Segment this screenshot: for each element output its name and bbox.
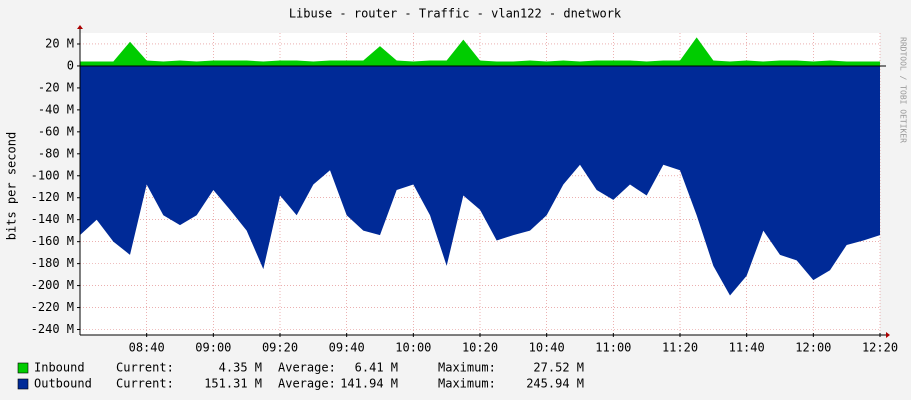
y-tick-label: -160 M (31, 234, 74, 248)
stat-label: Maximum: (438, 361, 496, 375)
y-tick-label: -140 M (31, 212, 74, 226)
x-tick-label: 10:40 (529, 341, 565, 355)
x-tick-label: 11:00 (595, 341, 631, 355)
legend-swatch (17, 362, 29, 374)
y-tick-label: -20 M (38, 80, 74, 94)
y-tick-label: -200 M (31, 278, 74, 292)
x-tick-label: 11:20 (662, 341, 698, 355)
chart-title: Libuse - router - Traffic - vlan122 - dn… (289, 7, 622, 21)
y-tick-label: 0 (67, 58, 74, 72)
axis-arrow (77, 25, 83, 29)
stat-label: Maximum: (438, 377, 496, 391)
axis-arrow (886, 332, 890, 338)
x-tick-label: 09:20 (262, 341, 298, 355)
area (80, 37, 880, 66)
stat-value: 27.52 M (533, 361, 584, 375)
legend-swatch (17, 378, 29, 390)
y-tick-label: -220 M (31, 300, 74, 314)
y-tick-label: -80 M (38, 146, 74, 160)
y-tick-label: -100 M (31, 168, 74, 182)
y-tick-label: -40 M (38, 102, 74, 116)
stat-label: Average: (278, 377, 336, 391)
stat-value: 141.94 M (340, 377, 398, 391)
stat-value: 6.41 M (355, 361, 398, 375)
y-axis-label: bits per second (5, 132, 19, 240)
y-tick-label: -60 M (38, 124, 74, 138)
x-tick-label: 12:20 (862, 341, 898, 355)
x-tick-label: 10:20 (462, 341, 498, 355)
x-tick-label: 12:00 (795, 341, 831, 355)
y-tick-label: -120 M (31, 190, 74, 204)
y-tick-label: -180 M (31, 256, 74, 270)
x-tick-label: 10:00 (395, 341, 431, 355)
stat-value: 151.31 M (204, 377, 262, 391)
y-tick-label: -240 M (31, 322, 74, 336)
stat-label: Current: (116, 377, 174, 391)
watermark: RRDTOOL / TOBI OETIKER (899, 37, 908, 143)
area (80, 65, 880, 296)
x-tick-label: 09:40 (329, 341, 365, 355)
x-tick-label: 08:40 (129, 341, 165, 355)
stat-label: Current: (116, 361, 174, 375)
stat-value: 245.94 M (526, 377, 584, 391)
stat-label: Average: (278, 361, 336, 375)
legend-label: Inbound (34, 361, 85, 375)
stat-value: 4.35 M (219, 361, 262, 375)
x-tick-label: 11:40 (729, 341, 765, 355)
legend-label: Outbound (34, 377, 92, 391)
y-tick-label: 20 M (45, 36, 74, 50)
x-tick-label: 09:00 (195, 341, 231, 355)
